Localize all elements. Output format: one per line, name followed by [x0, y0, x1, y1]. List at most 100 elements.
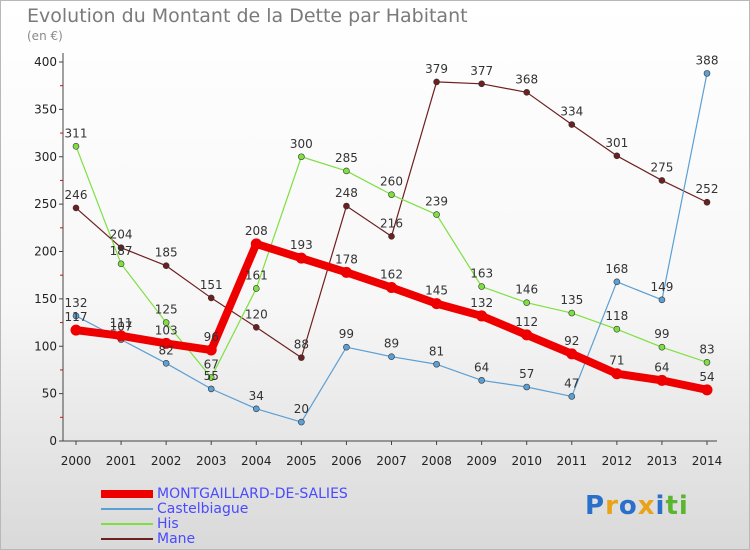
x-tick-label: 2003 — [196, 454, 227, 468]
y-tick-label: 400 — [34, 55, 57, 69]
data-label-his: 83 — [699, 342, 714, 356]
legend-swatch-castelbiague — [101, 507, 153, 510]
x-tick-label: 2007 — [376, 454, 407, 468]
x-tick-label: 2014 — [692, 454, 723, 468]
logo-letter: i — [655, 491, 666, 521]
legend-label: His — [157, 515, 179, 532]
legend-item-castelbiague: Castelbiague — [101, 500, 348, 517]
data-label-mane: 334 — [560, 105, 583, 119]
chart-title: Evolution du Montant de la Dette par Hab… — [27, 5, 468, 27]
y-tick-label: 250 — [34, 197, 57, 211]
data-label-montgaillard-de-salies: 111 — [110, 316, 133, 330]
x-tick-label: 2010 — [511, 454, 542, 468]
y-tick-label: 150 — [34, 292, 57, 306]
y-tick-label: 300 — [34, 150, 57, 164]
data-label-montgaillard-de-salies: 54 — [699, 370, 714, 384]
data-point-castelbiague — [658, 296, 666, 304]
x-tick-label: 2001 — [106, 454, 137, 468]
legend-label: Mane — [157, 530, 196, 547]
data-label-mane: 88 — [294, 338, 309, 352]
data-point-mane — [658, 177, 666, 184]
data-point-mane — [252, 323, 260, 331]
y-tick-label: 50 — [42, 387, 57, 401]
data-label-his: 99 — [654, 327, 669, 341]
data-label-castelbiague: 34 — [249, 389, 264, 403]
data-point-montgaillard-de-salies — [115, 330, 127, 342]
data-label-his: 163 — [470, 267, 493, 281]
data-label-mane: 185 — [155, 246, 178, 260]
data-label-mane: 248 — [335, 186, 358, 200]
data-label-mane: 368 — [515, 72, 538, 86]
data-label-castelbiague: 89 — [384, 337, 399, 351]
legend-label: MONTGAILLARD-DE-SALIES — [157, 485, 348, 502]
y-tick-label: 100 — [34, 339, 57, 353]
data-label-castelbiague: 149 — [650, 280, 673, 294]
data-point-castelbiague — [298, 418, 305, 426]
data-label-mane: 379 — [425, 62, 448, 76]
data-label-mane: 377 — [470, 64, 493, 78]
data-point-mane — [162, 262, 170, 270]
legend-item-his: His — [101, 515, 348, 532]
data-point-his — [298, 153, 305, 161]
data-point-montgaillard-de-salies — [205, 344, 217, 356]
x-tick-label: 2013 — [647, 454, 678, 468]
logo-letter: P — [585, 491, 606, 521]
x-tick-label: 2011 — [557, 454, 588, 468]
data-point-his — [658, 343, 666, 351]
data-label-castelbiague: 55 — [204, 369, 219, 383]
data-point-castelbiague — [703, 70, 711, 77]
data-point-montgaillard-de-salies — [295, 252, 307, 264]
data-point-his — [613, 325, 621, 333]
data-label-his: 285 — [335, 151, 358, 165]
data-label-montgaillard-de-salies: 103 — [155, 323, 178, 337]
legend-label: Castelbiague — [157, 500, 249, 517]
data-point-mane — [523, 89, 531, 96]
data-label-montgaillard-de-salies: 92 — [564, 334, 579, 348]
data-label-mane: 204 — [110, 228, 133, 242]
data-point-mane — [433, 78, 440, 86]
data-point-mane — [568, 121, 576, 128]
proxiti-logo: Proxiti — [585, 491, 689, 521]
data-point-his — [343, 167, 350, 175]
data-label-montgaillard-de-salies: 71 — [609, 354, 624, 368]
data-label-castelbiague: 81 — [429, 344, 444, 358]
data-point-mane — [703, 198, 711, 206]
data-label-castelbiague: 47 — [564, 376, 579, 390]
x-tick-label: 2008 — [421, 454, 452, 468]
data-label-his: 260 — [380, 175, 403, 189]
logo-letter: x — [637, 491, 656, 521]
data-label-mane: 246 — [65, 188, 88, 202]
data-point-his — [207, 374, 215, 381]
data-label-montgaillard-de-salies: 162 — [380, 268, 403, 282]
data-point-castelbiague — [478, 377, 485, 384]
data-label-mane: 275 — [650, 160, 673, 174]
data-point-his — [433, 211, 440, 218]
data-point-montgaillard-de-salies — [566, 348, 578, 360]
data-label-his: 118 — [605, 309, 628, 323]
data-label-his: 300 — [290, 137, 313, 151]
data-point-castelbiague — [388, 353, 395, 360]
data-label-montgaillard-de-salies: 112 — [515, 315, 538, 329]
data-point-castelbiague — [433, 360, 440, 368]
data-label-castelbiague: 168 — [605, 262, 628, 276]
data-point-castelbiague — [343, 343, 350, 351]
data-point-his — [568, 309, 576, 317]
data-point-castelbiague — [72, 312, 80, 320]
y-tick-label: 350 — [34, 102, 57, 116]
data-point-mane — [207, 294, 215, 302]
data-point-his — [388, 191, 395, 198]
legend-swatch-his — [101, 522, 153, 525]
logo-letter: o — [618, 491, 638, 521]
data-label-montgaillard-de-salies: 64 — [654, 360, 669, 374]
data-point-his — [478, 283, 485, 290]
data-point-castelbiague — [207, 385, 215, 393]
data-label-his: 146 — [515, 283, 538, 297]
data-point-montgaillard-de-salies — [70, 324, 82, 336]
data-point-his — [703, 359, 711, 366]
data-label-montgaillard-de-salies: 208 — [245, 224, 268, 238]
chart-subtitle: (en €) — [27, 29, 63, 43]
data-point-his — [117, 260, 125, 268]
data-label-castelbiague: 132 — [65, 296, 88, 310]
legend-swatch-montgaillard-de-salies — [101, 489, 153, 498]
